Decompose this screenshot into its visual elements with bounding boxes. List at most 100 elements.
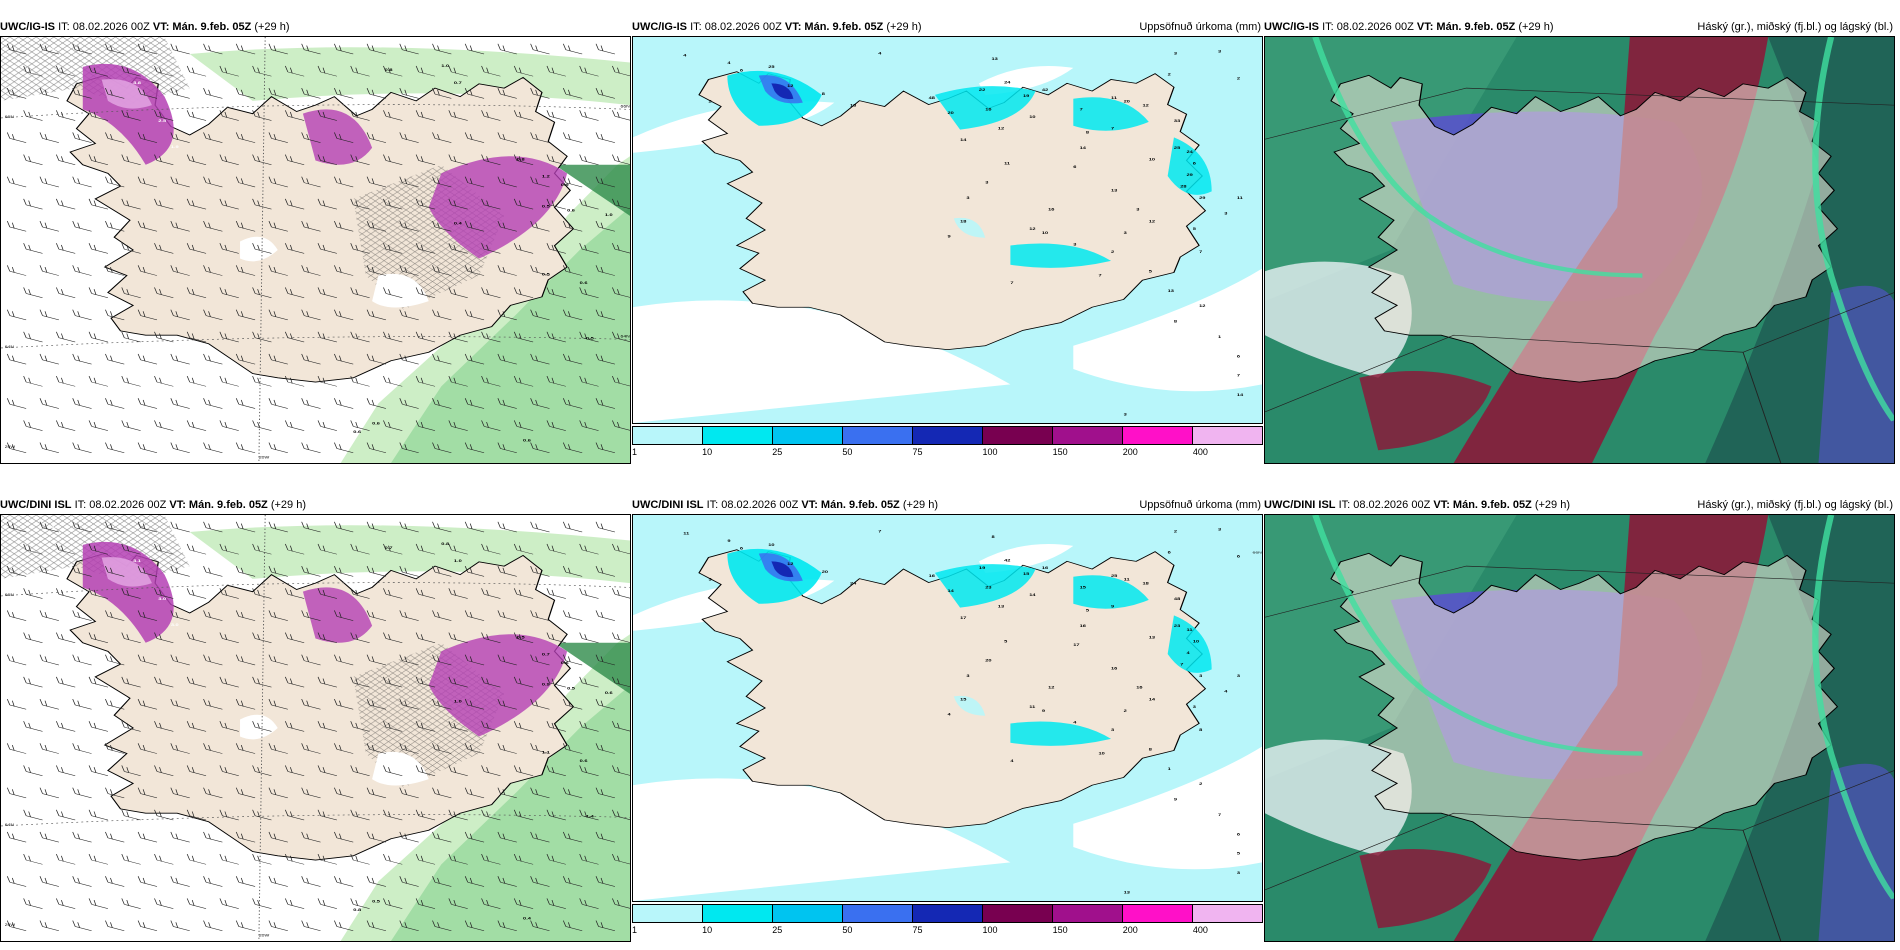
precip-total-label: 4 [727, 61, 731, 65]
precip-total-label: 7 [1098, 273, 1102, 277]
colorbar-swatch [773, 427, 843, 444]
precip-total-label: 8 [822, 92, 826, 96]
init-time: IT: 08.02.2026 00Z [74, 499, 167, 511]
precip-value-label: 0.8 [353, 908, 361, 913]
valid-time-value: Mán. 9.feb. 05Z [804, 21, 884, 33]
precip-value-label: 3.1 [133, 559, 141, 564]
precip-total-label: 3 [1174, 51, 1178, 55]
precip-value-label: 3.0 [158, 597, 166, 602]
precip-total-label: 3 [1124, 412, 1128, 416]
map-svg: 1178236696310122024161942152314161525111… [633, 515, 1262, 901]
map-svg [1265, 515, 1894, 941]
colorbar: 1 10 25 50 75 100 150 200 400 [632, 904, 1263, 940]
precip-total-label: 2 [1124, 709, 1128, 713]
precip-total-label: 17 [1073, 643, 1080, 647]
precip-value-label: 3.6 [51, 525, 59, 530]
map-area [1264, 514, 1895, 942]
panel-precip-dini: UWC/DINI ISL IT: 08.02.2026 00Z VT: Mán.… [632, 496, 1263, 942]
precip-total-label: 13 [1149, 636, 1156, 640]
precip-swath [390, 207, 630, 463]
precip-total-label: 4 [1224, 690, 1228, 694]
precip-total-label: 5 [1004, 639, 1008, 643]
precip-total-label: 9 [727, 539, 731, 543]
colorbar-swatches [632, 426, 1263, 445]
map-area: 66N 64N 25W 20W 66N 64N 0.3 3.8 2.5 1.9 0.8 1.0 0.7 0… [0, 36, 631, 464]
precip-value-label: 3.8 [133, 81, 141, 86]
precip-total-label: 6 [740, 547, 744, 551]
precip-total-label: 20 [985, 659, 992, 663]
precip-total-label: 2 [1174, 529, 1178, 533]
precip-value-label: 0.4 [454, 221, 462, 226]
precip-total-label: 20 [1124, 100, 1131, 104]
precip-value-label: 2.5 [158, 119, 166, 124]
colorbar-tick: 100 [982, 447, 998, 457]
precip-total-label: 23 [1174, 624, 1181, 628]
colorbar-tick: 10 [702, 925, 713, 935]
panel-wind-igis: UWC/IG-IS IT: 08.02.2026 00Z VT: Mán. 9.… [0, 18, 631, 464]
precip-total-label: 5 [1149, 270, 1153, 274]
precip-total-label: 2 [708, 100, 712, 104]
precip-total-label: 10 [1029, 115, 1036, 119]
precip-value-label: 0.8 [517, 157, 525, 162]
panel-wind-dini: UWC/DINI ISL IT: 08.02.2026 00Z VT: Mán.… [0, 496, 631, 942]
model-name: UWC/DINI ISL [632, 499, 704, 511]
precip-total-label: 42 [1004, 558, 1011, 562]
iceland-land [1330, 552, 1839, 861]
precip-total-label: 20 [822, 570, 829, 574]
precip-total-label: 12 [1048, 686, 1055, 690]
colorbar-tick: 200 [1122, 447, 1138, 457]
precip-total-label: 6 [1073, 165, 1077, 169]
precip-total-label: 2 [1111, 250, 1115, 254]
precip-total-label: 17 [960, 616, 967, 620]
precip-value-label: 1.0 [454, 559, 462, 564]
precip-total-label: 3 [1136, 208, 1140, 212]
map-area [1264, 36, 1895, 464]
precip-total-label: 11 [1237, 196, 1243, 200]
precip-total-label: 18 [850, 104, 857, 108]
precip-total-label: 4 [1187, 651, 1191, 655]
precip-value-label: 0.6 [372, 421, 380, 426]
precip-total-label: 28 [1180, 185, 1187, 189]
lead-time: (+29 h) [1518, 21, 1554, 33]
map-svg: 66N 64N 25W 20W 66N 64N 0.3 3.8 2.5 1.9 0.8 1.0 0.7 0… [1, 37, 630, 463]
colorbar-tick: 100 [982, 925, 998, 935]
colorbar-tick: 50 [842, 925, 853, 935]
precip-total-label: 25 [1174, 146, 1181, 150]
panel-header: UWC/IG-IS IT: 08.02.2026 00Z VT: Mán. 9.… [632, 18, 1263, 36]
lead-time: (+29 h) [886, 21, 922, 33]
valid-time-value: Mán. 9.feb. 05Z [188, 499, 268, 511]
colorbar-swatch [1053, 905, 1123, 922]
colorbar-swatches [632, 904, 1263, 923]
precip-total-label: 11 [1187, 628, 1193, 632]
colorbar-swatch [913, 905, 983, 922]
model-name: UWC/IG-IS [0, 21, 55, 33]
grid-label: 64N [5, 345, 14, 349]
precip-total-label: 18 [1142, 582, 1149, 586]
precip-total-label: 3 [985, 181, 989, 185]
valid-time-label: VT: [801, 499, 818, 511]
precip-total-label: 8 [1199, 728, 1203, 732]
precip-value-label: 0.6 [353, 430, 361, 435]
precip-swath [390, 685, 630, 941]
precip-total-label: 2 [1237, 77, 1241, 81]
precip-total-label: 19 [1023, 94, 1030, 98]
precip-total-label: 6 [1237, 555, 1241, 559]
precip-total-label: 14 [1149, 697, 1156, 701]
grid-label: 64N [5, 823, 14, 827]
colorbar-swatch [843, 427, 913, 444]
precip-total-label: 16 [929, 574, 936, 578]
precip-total-label: 13 [998, 605, 1005, 609]
precip-value-label: 0.9 [561, 183, 569, 188]
precip-total-label: 10 [1193, 639, 1200, 643]
precip-value-label: 0.8 [385, 68, 393, 73]
precip-total-label: 14 [960, 138, 967, 142]
precip-total-label: 3 [1218, 49, 1222, 53]
precip-total-label: 3 [1124, 231, 1128, 235]
precip-total-label: 4 [1073, 720, 1077, 724]
colorbar: 1 10 25 50 75 100 150 200 400 [632, 426, 1263, 462]
precip-total-label: 6 [1237, 832, 1241, 836]
colorbar-swatch [703, 427, 773, 444]
precip-total-label: 15 [960, 697, 967, 701]
precip-value-label: 0.7 [385, 546, 393, 551]
valid-time-label: VT: [1433, 499, 1450, 511]
